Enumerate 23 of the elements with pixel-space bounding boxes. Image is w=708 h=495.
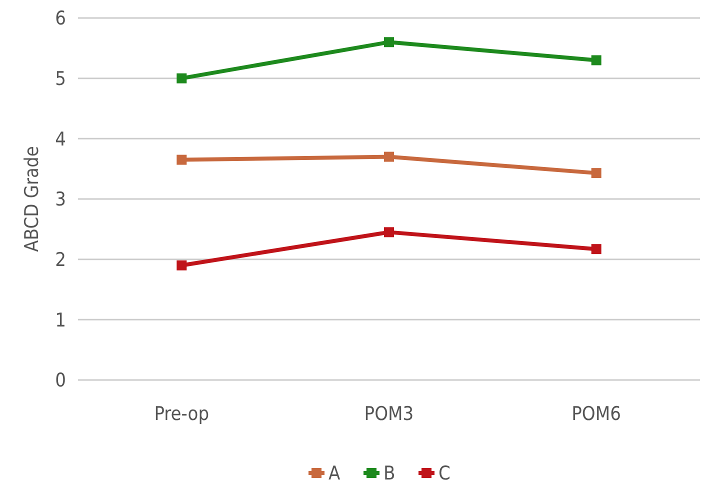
- point: [384, 152, 394, 162]
- y-tick-label: 2: [55, 248, 66, 271]
- x-tick-label: Pre-op: [154, 403, 210, 425]
- y-tick-label: 5: [55, 68, 66, 90]
- legend-label: C: [438, 462, 450, 485]
- y-tick-label: 4: [55, 128, 66, 150]
- point: [176, 73, 187, 84]
- point: [591, 168, 602, 178]
- point: [176, 260, 187, 270]
- x-tick-label: POM6: [572, 403, 622, 425]
- y-tick-label: 6: [55, 8, 66, 30]
- y-tick-label: 1: [55, 309, 66, 332]
- legend-label: A: [328, 462, 340, 485]
- point: [176, 154, 187, 165]
- y-axis-title: ABCD Grade: [21, 146, 43, 252]
- point: [591, 244, 602, 254]
- legend-label: B: [384, 462, 396, 485]
- point: [384, 227, 394, 238]
- y-tick-label: 0: [55, 370, 66, 392]
- y-tick-label: 3: [55, 188, 66, 211]
- point: [591, 55, 602, 66]
- point: [384, 37, 394, 48]
- x-tick-label: POM3: [364, 403, 414, 425]
